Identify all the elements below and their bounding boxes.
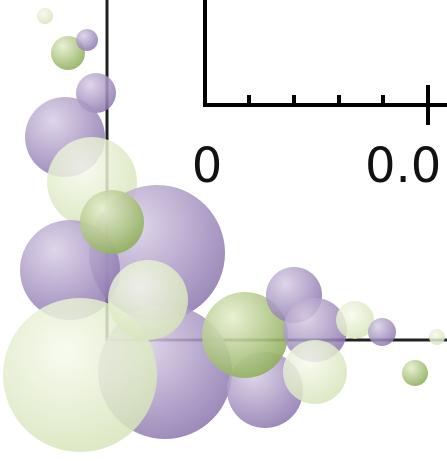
axis-label: 0.0	[365, 138, 441, 194]
bubble	[108, 260, 188, 340]
bubble	[402, 360, 428, 386]
page: 0 0.0 (() => { const data = JSON.parse(d…	[0, 0, 447, 461]
bubble	[76, 29, 98, 51]
bubble	[37, 8, 53, 24]
bubble	[429, 329, 445, 345]
illustration: 0 0.0	[0, 0, 447, 461]
bubble	[80, 190, 144, 254]
inner-axes	[203, 0, 447, 125]
bubble	[368, 318, 396, 346]
axis-label: 0	[192, 138, 223, 194]
bubbles	[3, 8, 445, 452]
bubble	[283, 340, 347, 404]
